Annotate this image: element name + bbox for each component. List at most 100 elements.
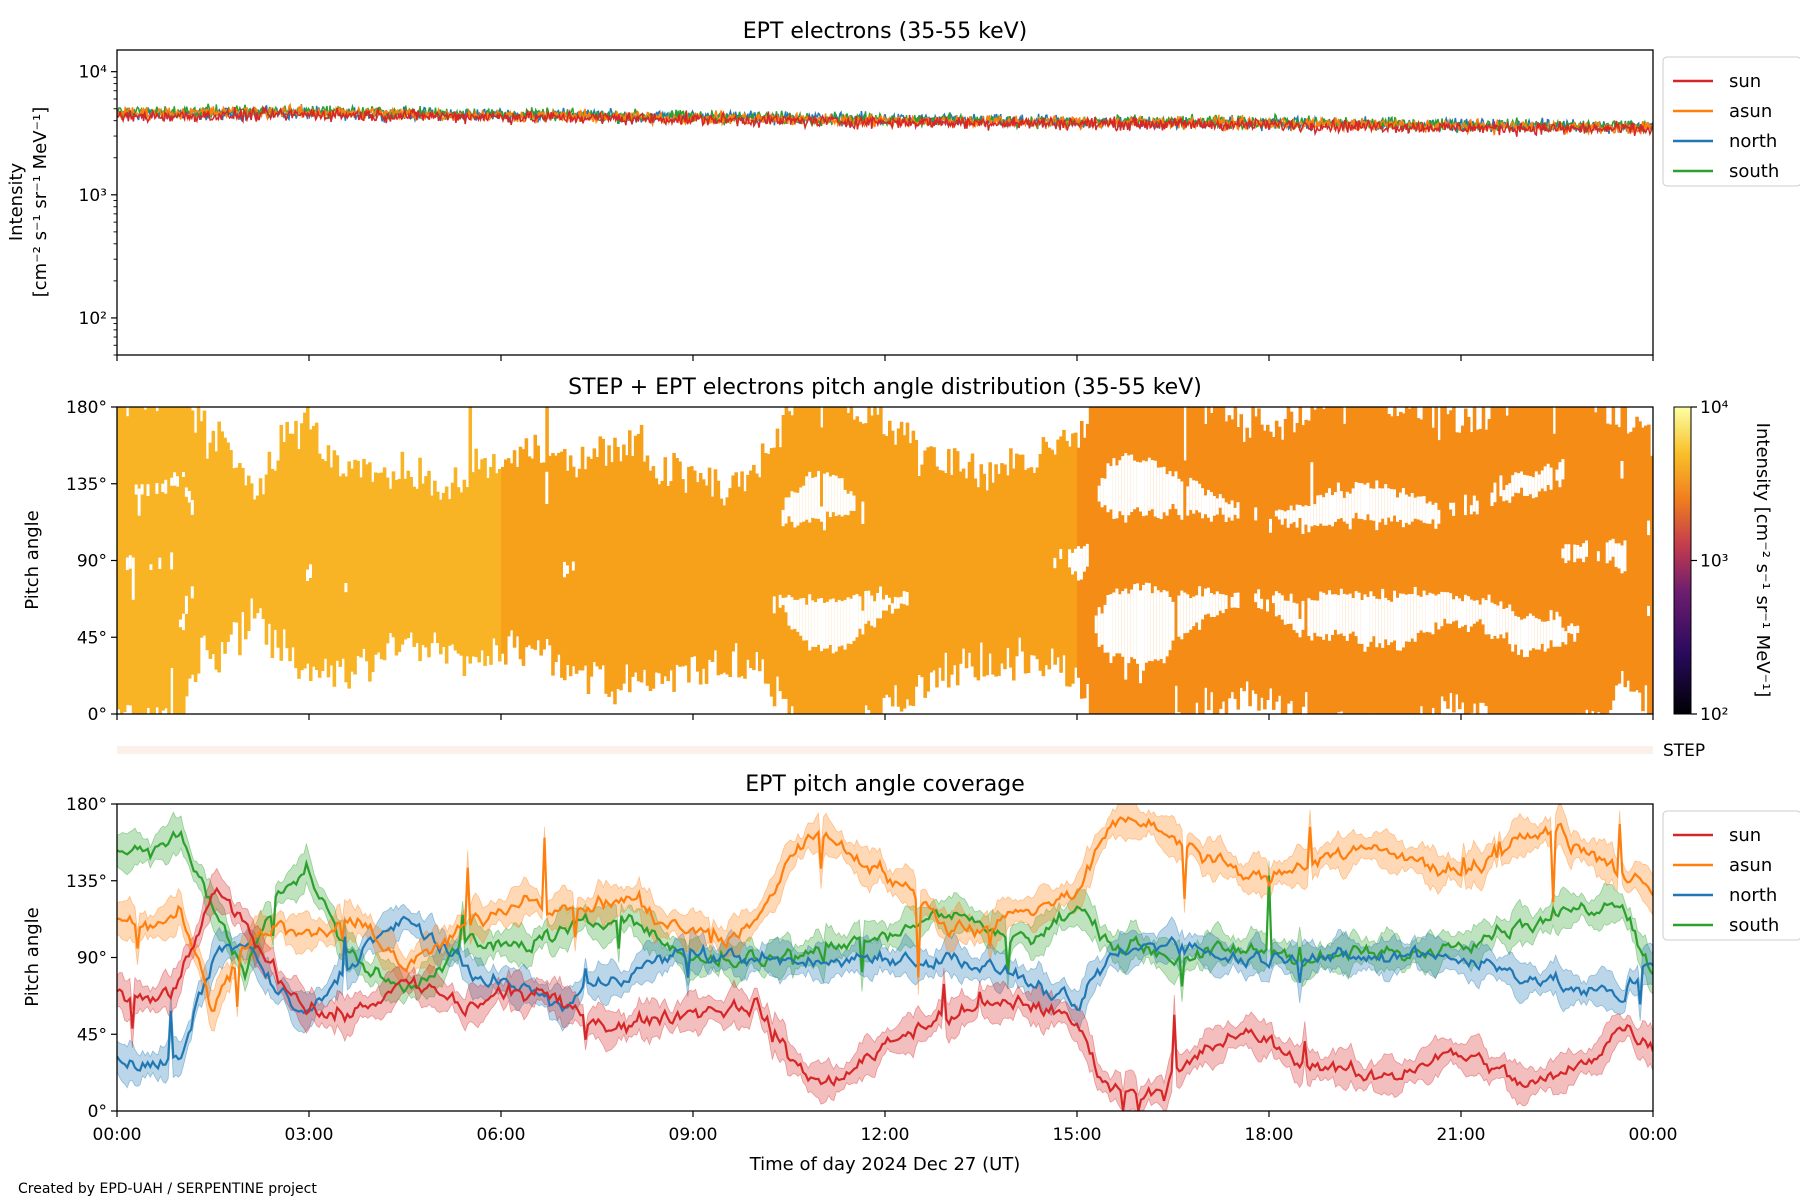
pad-gap [1493,482,1498,503]
pad-gap [811,477,815,518]
pad-cell [424,476,428,648]
intensity-ylabel-line1: Intensity [6,162,27,241]
pad-gap [879,586,883,619]
pad-cell [1062,429,1066,656]
pad-gap [1328,488,1332,525]
pad-gap [1384,484,1388,525]
legend-label-sun: sun [1729,825,1761,846]
y-tick-label: 90° [77,949,107,969]
pad-cell [926,447,930,692]
pad-cell [944,473,948,653]
pad-gap [1336,482,1341,520]
pad-cell [241,467,245,613]
pad-cell [1159,407,1164,714]
pad-cell [1449,410,1453,693]
pad-gap [190,500,195,515]
coverage-panel: EPT pitch angle coverage 0° 45° 90° 135° 180… [22,772,1800,1145]
pad-gap [1342,497,1347,522]
pad-cell [1065,440,1069,687]
pad-cell [326,445,331,678]
pad-cell [291,433,295,648]
pad-cell [1520,407,1524,714]
pad-cell [1130,407,1134,714]
pad-gap [1546,463,1551,485]
pad-cell [1177,407,1181,713]
pad-cell [1272,437,1276,710]
pad-gap [1523,618,1527,658]
pad-cell [312,425,316,667]
pad-cell [344,476,348,683]
pad-cell [1458,432,1462,710]
pad-cell [1000,463,1004,664]
pad-gap [1508,483,1512,503]
pad-cell [713,469,718,651]
pad-gap [796,599,800,632]
pad-cell [796,407,800,714]
pad-gap [1325,492,1329,526]
pad-cell [610,462,614,692]
pad-cell [784,407,789,699]
pad-cell [1212,407,1217,714]
pad-gap [1508,604,1512,645]
pad-cell [353,459,357,675]
pad-gap [799,487,803,523]
x-tick-label: 21:00 [1437,1125,1486,1145]
pad-gap [837,599,842,647]
pad-cell [911,430,916,706]
pad-cell [1221,407,1226,702]
pad-gap [790,597,795,630]
pad-cell [1292,432,1297,714]
coverage-ylabel: Pitch angle [22,907,43,1006]
pad-cell [849,407,854,714]
pad-cell [400,451,405,645]
pad-cell [391,471,396,638]
pad-cell [1443,407,1447,702]
pad-cell [654,478,659,673]
pad-cell [134,407,139,714]
pad-gap [1183,592,1187,634]
pad-gap [566,565,570,574]
pad-cell [149,407,154,714]
pad-cell [1404,407,1409,714]
pad-heatmap [117,407,1653,714]
pad-gap [1390,601,1394,643]
pad-gap [1407,496,1412,525]
pad-gap [1540,621,1545,644]
pad-gap [1165,591,1170,657]
pad-gap [864,591,868,624]
pad-cell [208,442,213,659]
pad-cell [217,421,221,673]
pad-cell [666,486,670,682]
pad-gap [1212,496,1217,516]
pad-cell [1035,467,1040,660]
pad-cell [1570,407,1574,714]
pad-gap [1319,591,1323,637]
pad-cell [1254,416,1258,694]
pad-gap [905,592,910,606]
pad-gap [1573,626,1577,642]
pad-gap [1136,461,1140,508]
pad-gap [306,569,310,581]
pad-gap [1233,507,1238,515]
pad-cell [696,482,700,672]
pad-cell [1419,419,1424,707]
legend-label-north: north [1729,885,1777,906]
pad-cell [436,491,440,643]
pad-cell [1407,408,1412,714]
pad-cell [309,429,313,681]
pad-gap [1192,480,1196,514]
coverage-band-north [117,903,1653,1089]
pad-gap [1413,586,1418,642]
pad-cell [412,486,416,647]
pad-cell [1431,427,1436,708]
pad-cell [1026,468,1031,673]
pad-cell [1588,407,1592,714]
pad-cell [1050,449,1054,649]
pad-gap [1375,598,1379,648]
pad-cell [778,447,783,692]
pad-cell [205,458,210,651]
pad-gap [1443,592,1447,619]
pad-gap [1097,607,1102,647]
pad-gap [814,602,818,647]
pad-cell [1088,407,1093,714]
